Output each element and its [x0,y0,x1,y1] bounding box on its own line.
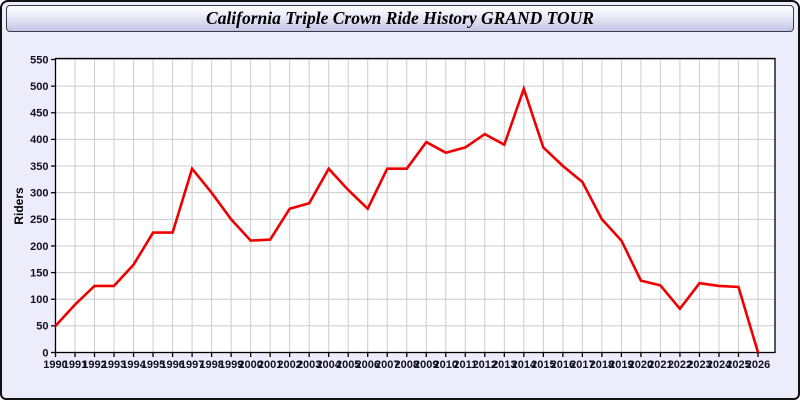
plot-border [54,57,776,354]
y-axis-tick-label: 400 [30,134,48,146]
x-axis-tick-label: 2026 [746,359,770,371]
x-axis-tick-label: 2019 [609,359,633,371]
x-axis-tick-label: 2016 [551,359,575,371]
y-axis-tick-label: 250 [30,214,48,226]
x-axis-tick-label: 1995 [141,359,165,371]
y-axis-tick-label: 450 [30,108,48,120]
x-axis-tick-label: 2024 [707,359,732,371]
x-axis-tick-label: 1999 [219,359,243,371]
x-axis-tick-label: 2011 [453,359,477,371]
riders-series-line [54,84,760,354]
x-axis-tick-label: 2015 [531,359,555,371]
x-axis-tick-label: 1998 [199,359,223,371]
window-title-bar: California Triple Crown Ride History GRA… [6,5,794,32]
x-axis-tick-label: 2008 [395,359,419,371]
y-axis-tick-label: 300 [30,187,48,199]
x-axis-tick-label: 1996 [160,359,184,371]
y-axis-tick-label: 350 [30,161,48,173]
x-axis-tick-label: 2023 [687,359,711,371]
y-axis-tick-label: 500 [30,81,48,93]
y-axis-title: Riders [12,187,26,225]
x-axis-tick-label: 2010 [434,359,458,371]
x-axis-tick-label: 2013 [492,359,516,371]
x-axis-tick-label: 1991 [63,359,87,371]
plot-area [55,58,775,353]
x-axis-tick-label: 2002 [277,359,301,371]
x-axis-tick-label: 2000 [238,359,262,371]
x-axis-tick-label: 2022 [668,359,692,371]
x-axis-tick-label: 2025 [726,359,750,371]
x-axis-tick-label: 1997 [180,359,204,371]
y-axis-tick-label: 0 [42,347,48,359]
x-axis-tick-label: 2007 [375,359,399,371]
x-axis-tick-label: 2018 [590,359,614,371]
x-axis-tick-label: 1990 [43,359,67,371]
x-axis-tick-label: 2001 [258,359,282,371]
y-axis-tick-label: 550 [30,54,48,66]
x-axis-tick-label: 2006 [355,359,379,371]
x-axis-tick-label: 1994 [121,359,146,371]
x-axis-tick-label: 2021 [648,359,672,371]
x-axis-tick-label: 2005 [336,359,360,371]
x-axis-tick-label: 2014 [512,359,537,371]
x-axis-tick-label: 2020 [629,359,653,371]
window-title: California Triple Crown Ride History GRA… [206,8,594,28]
x-axis-tick-label: 1993 [102,359,126,371]
y-axis-tick-label: 50 [36,321,48,333]
x-axis-tick-label: 1992 [82,359,106,371]
x-axis-tick-label: 2003 [297,359,321,371]
x-axis-tick-label: 2009 [414,359,438,371]
x-axis-tick-label: 2017 [570,359,594,371]
y-axis-tick-label: 200 [30,241,48,253]
y-axis-tick-label: 150 [30,267,48,279]
x-axis-tick-label: 2004 [316,359,341,371]
y-axis-tick-label: 100 [30,294,48,306]
x-axis-tick-label: 2012 [473,359,497,371]
